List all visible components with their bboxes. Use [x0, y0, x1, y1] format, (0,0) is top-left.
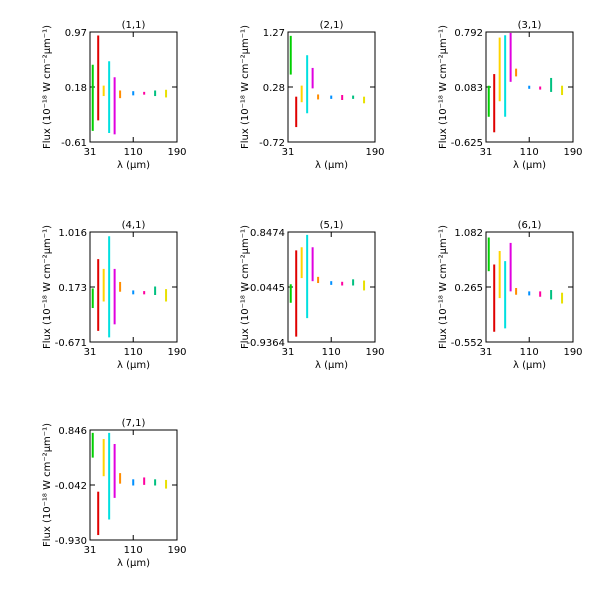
panel-7: (7,1) -0.930 -0.042 0.846 31 110 190 λ (μm) Flux… [42, 418, 187, 569]
panel-title: (4,1) [122, 220, 146, 231]
y-axis-label: Flux (10⁻¹⁸ W cm⁻²μm⁻¹) [240, 225, 251, 349]
y-tick-label: -0.72 [259, 138, 285, 149]
x-tick-label: 31 [480, 147, 493, 158]
x-tick-label: 190 [563, 347, 582, 358]
y-tick-label: 0.97 [65, 28, 87, 39]
x-tick-label: 190 [365, 147, 384, 158]
y-tick-label: 0.8474 [250, 228, 285, 239]
panel-title: (2,1) [320, 20, 344, 31]
y-tick-label: 0.846 [58, 426, 87, 437]
panel-title: (6,1) [518, 220, 542, 231]
x-tick-label: 190 [167, 147, 186, 158]
panel-6: (6,1) -0.552 0.265 1.082 31 110 190 λ (μm) Flux … [438, 220, 583, 371]
y-tick-label: 0.265 [454, 283, 483, 294]
y-axis-label: Flux (10⁻¹⁸ W cm⁻²μm⁻¹) [42, 225, 53, 349]
panel-title: (7,1) [122, 418, 146, 429]
y-axis-label: Flux (10⁻¹⁸ W cm⁻²μm⁻¹) [42, 423, 53, 547]
y-tick-label: -0.552 [451, 338, 483, 349]
y-axis-label: Flux (10⁻¹⁸ W cm⁻²μm⁻¹) [438, 225, 449, 349]
x-tick-label: 110 [520, 347, 539, 358]
y-tick-label: 0.173 [58, 283, 87, 294]
x-tick-label: 190 [167, 347, 186, 358]
x-tick-label: 31 [282, 147, 295, 158]
panel-2: (2,1) -0.72 0.28 1.27 31 190 λ (μm) Flux (10⁻¹⁸… [240, 20, 385, 171]
panel-title: (5,1) [320, 220, 344, 231]
y-tick-label: 1.082 [454, 228, 483, 239]
x-tick-label: 31 [84, 147, 97, 158]
y-tick-label: -0.61 [61, 138, 87, 149]
y-tick-label: -0.9364 [246, 338, 285, 349]
x-tick-label: 190 [563, 147, 582, 158]
panel-title: (1,1) [122, 20, 146, 31]
y-tick-label: 0.18 [65, 83, 87, 94]
y-tick-label: -0.930 [55, 536, 87, 547]
x-tick-label: 110 [322, 347, 341, 358]
y-tick-label: -0.0445 [246, 283, 285, 294]
x-tick-label: 110 [520, 147, 539, 158]
y-tick-label: 0.792 [454, 28, 483, 39]
panel-3: (3,1) -0.625 0.083 0.792 31 110 190 λ (μm) Flux … [438, 20, 583, 171]
x-axis-label: λ (μm) [513, 360, 546, 371]
panel-4: (4,1) -0.671 0.173 1.016 31 110 190 λ (μm) Flux … [42, 220, 187, 371]
y-tick-label: -0.042 [55, 481, 87, 492]
x-axis-label: λ (μm) [513, 160, 546, 171]
x-tick-label: 31 [480, 347, 493, 358]
panel-1: (1,1) -0.61 0.18 0.97 31 110 190 λ (μm) Flux (10… [42, 20, 187, 171]
y-tick-label: 0.083 [454, 83, 483, 94]
y-tick-label: 1.27 [263, 28, 285, 39]
panel-title: (3,1) [518, 20, 542, 31]
x-axis-label: λ (μm) [315, 360, 348, 371]
x-axis-label: λ (μm) [315, 160, 348, 171]
y-tick-label: -0.671 [55, 338, 87, 349]
y-axis-label: Flux (10⁻¹⁸ W cm⁻²μm⁻¹) [438, 25, 449, 149]
x-tick-label: 31 [84, 347, 97, 358]
x-tick-label: 110 [124, 347, 143, 358]
x-tick-label: 110 [124, 545, 143, 556]
y-tick-label: 1.016 [58, 228, 87, 239]
x-tick-label: 31 [84, 545, 97, 556]
panel-5: (5,1) -0.9364 -0.0445 0.8474 31 110 190 λ (μm) F… [240, 220, 385, 371]
x-tick-label: 190 [167, 545, 186, 556]
y-tick-label: -0.625 [451, 138, 483, 149]
y-axis-label: Flux (10⁻¹⁸ W cm⁻²μm⁻¹) [240, 25, 251, 149]
x-tick-label: 110 [124, 147, 143, 158]
x-tick-label: 190 [365, 347, 384, 358]
x-axis-label: λ (μm) [117, 558, 150, 569]
y-tick-label: 0.28 [263, 83, 285, 94]
x-axis-label: λ (μm) [117, 160, 150, 171]
x-axis-label: λ (μm) [117, 360, 150, 371]
x-tick-label: 31 [282, 347, 295, 358]
y-axis-label: Flux (10⁻¹⁸ W cm⁻²μm⁻¹) [42, 25, 53, 149]
